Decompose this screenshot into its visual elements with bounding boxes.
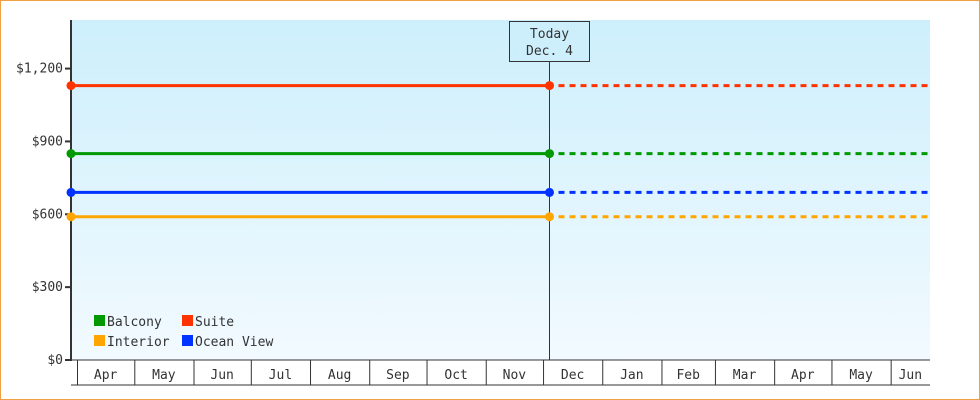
data-point [545,149,554,159]
x-tick-label: May [152,368,176,383]
x-tick-label: May [849,368,873,383]
y-tick-label: $300 [32,280,63,295]
legend-swatch [94,315,105,326]
legend-label: Ocean View [195,335,273,350]
x-tick-label: Jun [210,368,233,383]
data-point [66,149,76,159]
x-tick-label: Jun [899,368,922,383]
x-axis: Apr May Jun Jul Aug Sep Oct Nov Dec Jan Feb Mar Apr M… [71,360,930,386]
x-tick-label: Nov [503,368,527,383]
y-tick-label: $900 [32,134,63,149]
data-point [66,187,76,197]
x-tick-label: Oct [444,368,467,383]
x-tick-label: Jul [269,368,292,383]
legend: Balcony Suite Interior Ocean View [94,315,273,350]
x-tick-label: Dec [561,368,584,383]
data-point [545,81,554,91]
data-point [66,212,76,222]
x-tick-label: Apr [94,368,118,383]
series-balcony [66,149,930,159]
legend-label: Suite [195,315,234,330]
legend-swatch [94,335,105,346]
data-point [545,212,554,222]
x-tick-label: Apr [791,368,815,383]
plot-area [71,20,930,360]
y-tick-label: $600 [32,207,63,222]
series-ocean-view [66,187,930,197]
legend-swatch [182,315,193,326]
today-box [509,21,590,62]
y-tick-label: $1,200 [16,62,63,77]
legend-swatch [182,335,193,346]
series-suite [66,81,930,91]
x-tick-label: Jan [620,368,643,383]
x-tick-label: Feb [676,368,700,383]
x-tick-label: Mar [733,368,757,383]
x-tick-label: Sep [386,368,410,383]
today-label: Today [530,27,569,42]
data-point [545,187,554,197]
series-interior [66,212,930,222]
data-point [66,81,76,91]
today-date: Dec. 4 [526,44,573,59]
legend-label: Balcony [107,315,162,330]
x-tick-label: Aug [328,368,351,383]
y-tick-label: $0 [47,353,63,368]
legend-label: Interior [107,335,170,350]
